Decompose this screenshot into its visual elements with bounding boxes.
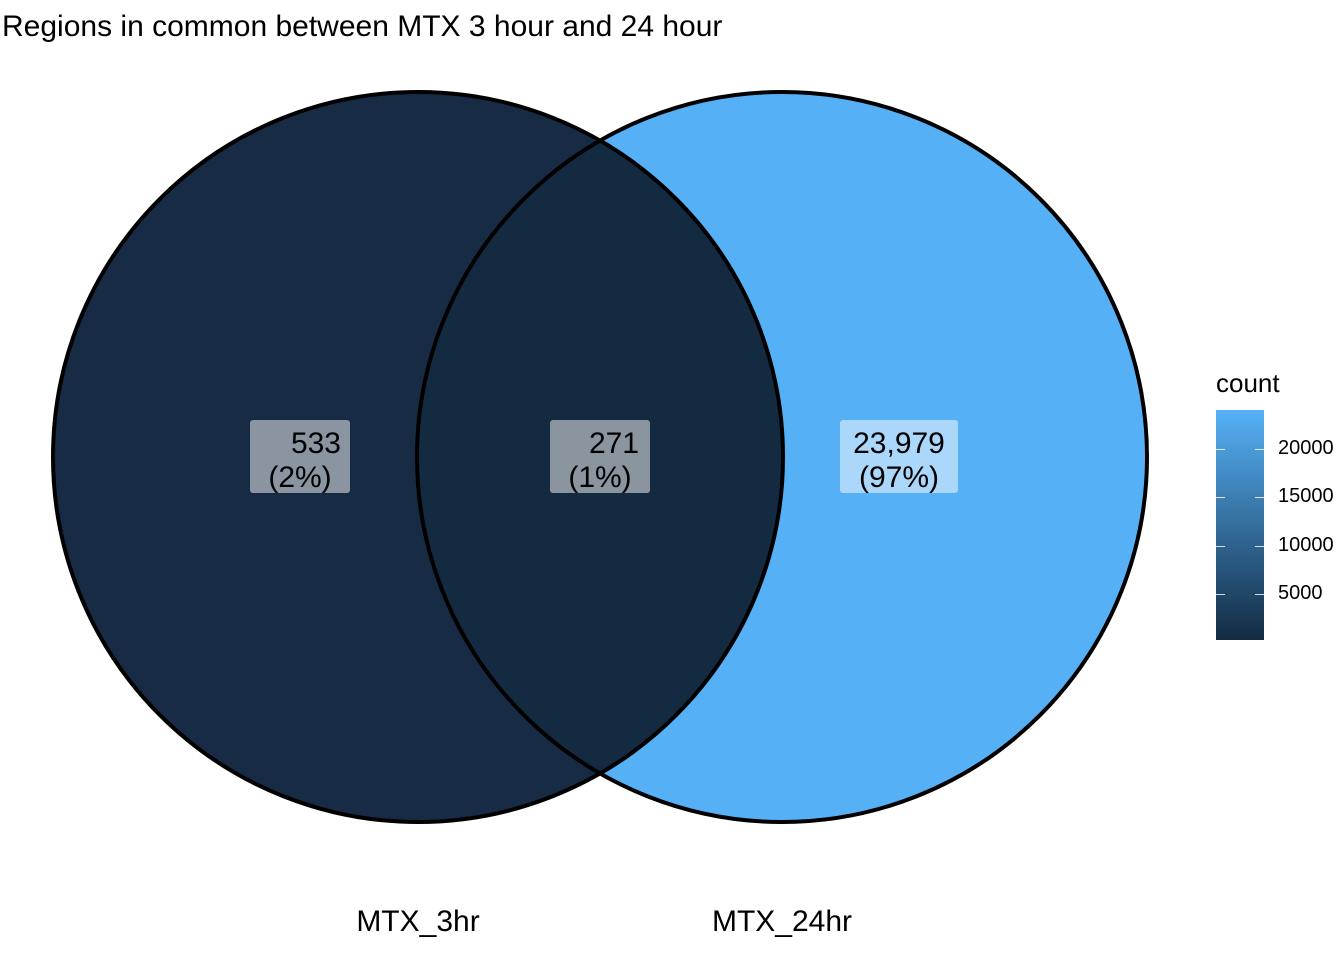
legend-tick-mark: [1255, 545, 1264, 547]
legend-tick-mark: [1216, 448, 1225, 450]
legend-tick-mark: [1216, 545, 1225, 547]
region-label-intersection: 271 (1%): [550, 420, 650, 494]
legend-tick-mark: [1216, 594, 1225, 596]
legend-tick-mark: [1255, 448, 1264, 450]
region-count: 271: [589, 427, 639, 460]
region-count: 533: [291, 427, 341, 460]
legend-tick-mark: [1216, 497, 1225, 499]
region-percent: (97%): [859, 461, 939, 494]
legend-tick-mark: [1255, 594, 1264, 596]
set-label-mtx-3hr: MTX_3hr: [356, 905, 479, 938]
region-label-only-3hr: 533 (2%): [250, 420, 350, 494]
set-outline-mtx-24hr: [415, 90, 1149, 824]
region-percent: (1%): [568, 461, 631, 494]
region-label-only-24hr: 23,979 (97%): [840, 420, 958, 494]
region-percent: (2%): [268, 461, 331, 494]
set-label-mtx-24hr: MTX_24hr: [712, 905, 852, 938]
legend-tick-label: 10000: [1278, 533, 1334, 556]
page-title: Regions in common between MTX 3 hour and…: [2, 10, 723, 43]
legend-tick-label: 5000: [1278, 582, 1323, 605]
region-count: 23,979: [853, 427, 945, 460]
legend-color-bar: [1216, 410, 1264, 640]
legend-tick-label: 15000: [1278, 485, 1334, 508]
legend-tick-label: 20000: [1278, 436, 1334, 459]
set-outline-mtx-3hr: [51, 90, 785, 824]
legend-tick-mark: [1255, 497, 1264, 499]
legend-title: count: [1216, 368, 1280, 398]
